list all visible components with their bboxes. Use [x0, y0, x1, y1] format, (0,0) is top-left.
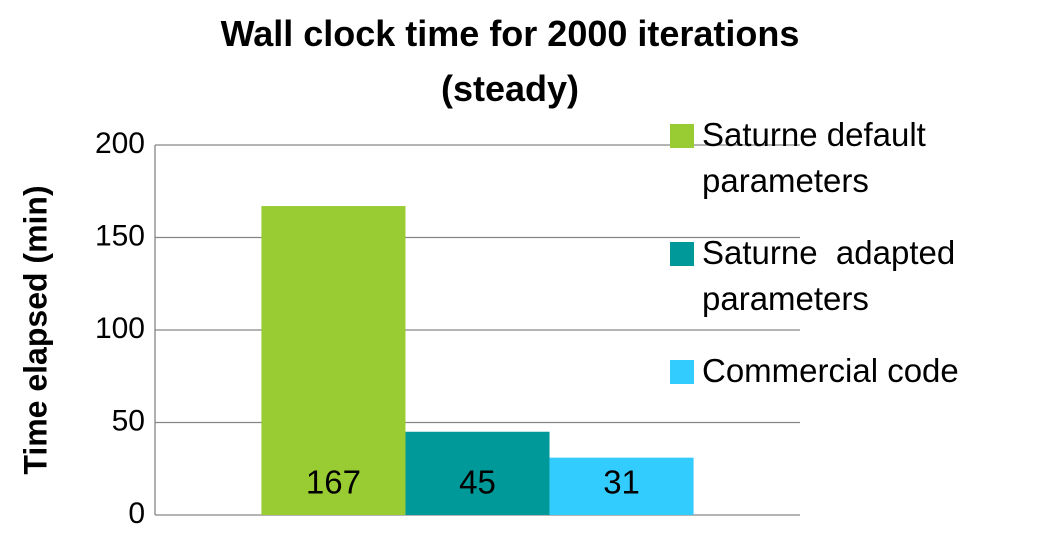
data-label: 45: [459, 464, 496, 501]
y-tick-label: 50: [112, 404, 145, 437]
legend: Saturne default parameters Saturne adapte…: [670, 112, 1030, 420]
bar: [549, 457, 694, 515]
legend-swatch: [670, 124, 694, 148]
data-label: 167: [306, 464, 361, 501]
legend-swatch: [670, 360, 694, 384]
y-axis-label: Time elapsed (min): [17, 185, 53, 474]
data-label: 31: [603, 464, 640, 501]
legend-entry: Commercial code: [670, 348, 1030, 394]
legend-label: Saturne default parameters: [702, 116, 936, 199]
y-tick-label: 100: [95, 312, 145, 345]
y-tick-label: 200: [95, 127, 145, 160]
y-tick-label: 0: [128, 497, 145, 530]
y-tick-label: 150: [95, 219, 145, 252]
legend-entry: Saturne default parameters: [670, 112, 1030, 204]
chart-title: Wall clock time for 2000 iterations (ste…: [220, 13, 800, 109]
legend-label: Saturne adapted parameters: [702, 234, 965, 317]
legend-swatch: [670, 242, 694, 266]
bar: [405, 431, 550, 515]
legend-entry: Saturne adapted parameters: [670, 230, 1030, 322]
bar: [261, 206, 406, 516]
legend-label: Commercial code: [702, 352, 959, 389]
